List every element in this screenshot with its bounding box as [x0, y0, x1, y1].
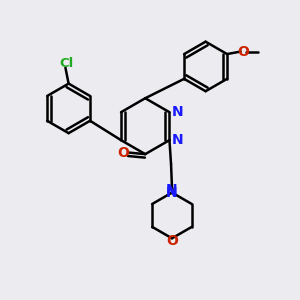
Text: O: O	[166, 234, 178, 248]
Text: N: N	[166, 183, 178, 197]
Text: O: O	[117, 146, 129, 160]
Text: N: N	[166, 186, 178, 200]
Text: O: O	[237, 44, 249, 58]
Text: N: N	[172, 105, 183, 118]
Text: Cl: Cl	[59, 57, 74, 70]
Text: N: N	[172, 133, 183, 146]
